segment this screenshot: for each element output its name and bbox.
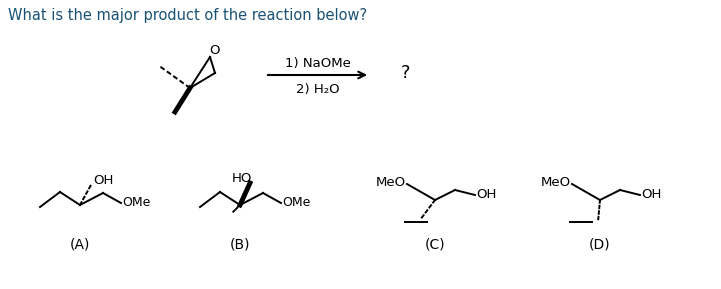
Text: OH: OH — [476, 188, 496, 201]
Text: (D): (D) — [589, 237, 611, 251]
Text: (A): (A) — [70, 237, 90, 251]
Text: HO: HO — [232, 171, 252, 184]
Text: What is the major product of the reaction below?: What is the major product of the reactio… — [8, 8, 367, 23]
Text: OH: OH — [93, 173, 113, 186]
Text: (B): (B) — [230, 237, 250, 251]
Text: (C): (C) — [425, 237, 446, 251]
Text: MeO: MeO — [541, 175, 571, 188]
Text: ?: ? — [400, 64, 410, 82]
Text: OMe: OMe — [282, 197, 310, 210]
Text: OH: OH — [641, 188, 661, 201]
Text: OMe: OMe — [122, 197, 151, 210]
Text: O: O — [210, 44, 220, 57]
Text: MeO: MeO — [376, 175, 406, 188]
Text: 2) H₂O: 2) H₂O — [296, 83, 340, 96]
Text: 1) NaOMe: 1) NaOMe — [285, 57, 350, 70]
